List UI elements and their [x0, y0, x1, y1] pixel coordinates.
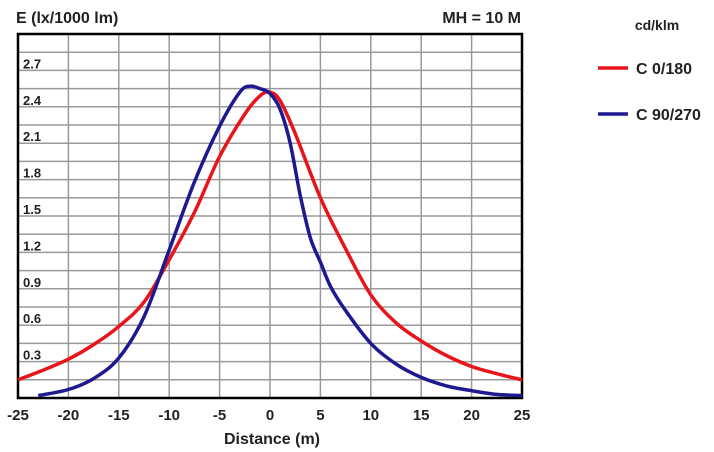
y-tick-label: 1.2	[23, 238, 41, 253]
y-tick-label: 2.7	[23, 56, 41, 71]
plot-frame	[16, 32, 524, 400]
y-tick-label: 0.6	[23, 311, 41, 326]
x-tick-label: -5	[213, 407, 226, 424]
y-tick-label: 0.3	[23, 348, 41, 363]
y-tick-label: 2.1	[23, 129, 41, 144]
x-tick-label: 25	[514, 407, 531, 424]
x-tick-label: 10	[362, 407, 379, 424]
x-tick-label: -25	[7, 407, 29, 424]
series-group	[17, 84, 523, 398]
x-axis-label: Distance (m)	[224, 431, 320, 448]
legend: cd/klm C 0/180 C 90/270	[598, 17, 701, 124]
mounting-height-annotation: MH = 10 M	[442, 10, 521, 27]
x-tick-labels: -25 -20 -15 -10 -5 0 5 10 15 20 25	[7, 407, 530, 424]
y-tick-label: 0.9	[23, 275, 41, 290]
x-tick-label: 0	[266, 407, 274, 424]
y-tick-label: 1.5	[23, 202, 41, 217]
x-tick-label: 15	[413, 407, 430, 424]
x-tick-label: -15	[108, 407, 130, 424]
x-tick-label: 20	[463, 407, 480, 424]
y-tick-label: 2.4	[23, 93, 42, 108]
y-tick-labels: 0.3 0.6 0.9 1.2 1.5 1.8 2.1 2.4 2.7	[23, 56, 42, 362]
y-axis-label: E (lx/1000 lm)	[16, 10, 118, 27]
x-tick-label: -10	[158, 407, 180, 424]
series-line-c90-270	[37, 84, 523, 398]
y-tick-label: 1.8	[23, 166, 41, 181]
x-tick-label: -20	[58, 407, 80, 424]
legend-label-c90-270: C 90/270	[636, 107, 701, 124]
legend-title: cd/klm	[635, 17, 679, 33]
legend-label-c0-180: C 0/180	[636, 61, 692, 78]
x-tick-label: 5	[316, 407, 324, 424]
